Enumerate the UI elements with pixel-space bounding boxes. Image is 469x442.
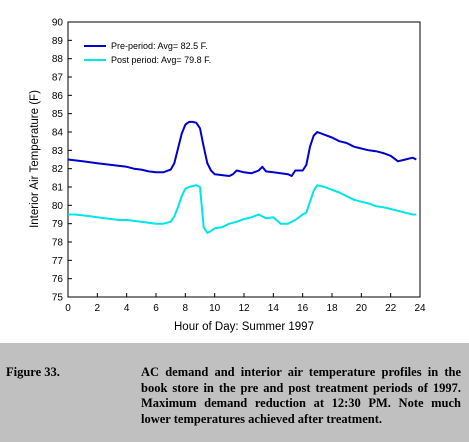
x-tick-label: 0 — [65, 303, 71, 314]
y-tick-label: 83 — [52, 146, 64, 157]
y-tick-label: 86 — [52, 91, 64, 102]
legend-label: Pre-period: Avg= 82.5 F. — [111, 41, 208, 51]
x-tick-label: 6 — [153, 303, 159, 314]
x-tick-label: 10 — [209, 303, 221, 314]
y-tick-label: 90 — [52, 18, 64, 29]
y-tick-label: 78 — [52, 238, 64, 249]
y-tick-label: 84 — [52, 128, 64, 139]
x-tick-label: 20 — [356, 303, 368, 314]
x-tick-label: 16 — [297, 303, 309, 314]
chart-panel: 75 76 77 78 79 80 81 82 83 84 85 86 87 88 89 90 0 2 4 6 8 10… — [0, 0, 469, 343]
y-tick-label: 79 — [52, 219, 64, 230]
x-tick-label: 22 — [385, 303, 397, 314]
x-tick-label: 24 — [414, 303, 426, 314]
y-tick-label: 76 — [52, 274, 64, 285]
figure-caption: Figure 33. AC demand and interior air te… — [0, 343, 469, 442]
series-layer — [67, 120, 417, 234]
legend-label: Post period: Avg= 79.8 F. — [111, 55, 211, 65]
y-axis: 75 76 77 78 79 80 81 82 83 84 85 86 87 88 89 90 — [52, 18, 72, 304]
x-tick-label: 12 — [238, 303, 250, 314]
y-tick-label: 82 — [52, 164, 64, 175]
x-tick-label: 18 — [326, 303, 338, 314]
x-tick-label: 2 — [95, 303, 101, 314]
y-axis-title: Interior Air Temperature (F) — [29, 90, 41, 228]
x-tick-label: 8 — [183, 303, 189, 314]
series-line-post-period — [68, 184, 417, 234]
figure-label: Figure 33. — [6, 365, 60, 379]
y-tick-label: 77 — [52, 256, 64, 267]
x-tick-label: 14 — [268, 303, 280, 314]
y-tick-label: 89 — [52, 36, 64, 47]
series-line-pre-period — [67, 120, 417, 177]
figure-caption-text: AC demand and interior air temperature p… — [141, 365, 461, 426]
x-tick-label: 4 — [124, 303, 130, 314]
y-tick-label: 75 — [52, 293, 64, 304]
y-tick-label: 81 — [52, 183, 64, 194]
y-tick-label: 80 — [52, 201, 64, 212]
y-tick-label: 87 — [52, 73, 64, 84]
legend: Pre-period: Avg= 82.5 F. Post period: Avg… — [84, 41, 211, 65]
y-tick-label: 85 — [52, 109, 64, 120]
y-tick-label: 88 — [52, 54, 64, 65]
x-axis-title: Hour of Day: Summer 1997 — [174, 321, 314, 333]
x-axis: 0 2 4 6 8 10 12 14 16 18 20 22 24 — [65, 293, 426, 314]
